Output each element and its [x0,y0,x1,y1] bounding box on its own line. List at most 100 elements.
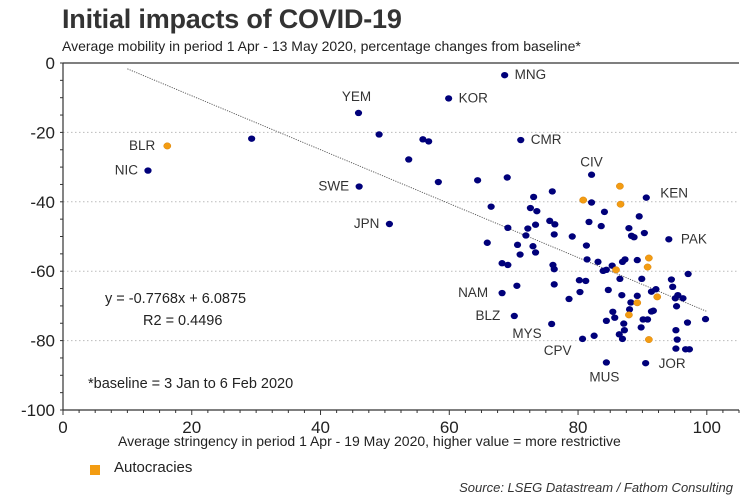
country-point [667,276,676,283]
country-point [684,270,692,278]
autocracy-point [645,336,653,344]
country-point [546,217,554,225]
country-point [683,319,692,326]
country-label: BLR [129,138,156,153]
country-point [516,251,524,258]
country-point [642,359,650,367]
country-label: JOR [659,356,686,371]
autocracy-point [633,299,642,307]
country-point [672,326,680,334]
y-tick-label: -100 [21,401,55,420]
y-tick-label: 0 [46,54,55,73]
country-label: MNG [515,67,547,82]
country-label: KOR [459,90,489,105]
country-point [616,275,624,283]
autocracy-point [616,182,624,190]
country-point [550,231,558,238]
country-label: CPV [544,343,572,358]
country-point [637,324,645,331]
country-point [551,221,559,228]
country-point [679,295,687,302]
country-point [604,286,612,294]
legend-swatch-autocracies [90,464,100,475]
country-point [590,332,598,339]
country-point [671,295,679,302]
country-point [354,109,363,117]
country-point [565,295,573,303]
country-point [701,315,710,323]
country-point [504,261,512,269]
country-point [585,218,593,226]
legend: Autocracies [90,459,192,476]
country-point [620,326,629,334]
country-point [513,241,522,249]
x-tick-label: 60 [440,418,459,437]
country-point [498,289,506,297]
country-point [587,171,596,178]
country-point [375,131,383,138]
country-point [487,203,495,210]
chart-subtitle: Average mobility in period 1 Apr - 13 Ma… [62,38,581,54]
country-point [144,167,152,174]
trend-equation: y = -0.7768x + 6.0875 [105,291,246,307]
country-point [531,221,540,228]
country-point [445,95,453,102]
baseline-note: *baseline = 3 Jan to 6 Feb 2020 [88,376,293,392]
country-point [685,346,694,353]
country-point [531,249,540,256]
country-point [672,303,681,310]
country-point [640,229,648,237]
country-point [642,194,650,201]
country-point [524,225,532,232]
country-point [550,281,558,288]
country-point [627,299,635,306]
country-point [513,282,521,289]
trend-line [127,68,707,312]
x-tick-label: 0 [58,418,67,437]
country-point [529,243,537,250]
country-point [578,335,587,343]
y-tick-label: -20 [30,123,55,142]
y-tick-label: -40 [30,193,55,212]
country-label: CMR [531,132,562,147]
country-point [504,224,512,232]
country-point [355,183,363,190]
x-tick-label: 80 [569,418,588,437]
country-point [649,307,657,314]
country-point [510,312,518,320]
country-label: KEN [660,186,688,201]
country-point [548,188,556,195]
autocracy-point [616,200,625,208]
country-point [576,288,584,296]
country-point [638,275,646,283]
country-point [652,286,660,293]
country-point [621,256,629,263]
country-point [673,336,681,343]
country-point [385,220,394,228]
country-point [672,345,680,352]
autocracy-point [612,266,620,274]
country-point [633,292,641,300]
country-point [474,177,482,184]
country-label: JPN [354,216,380,231]
country-point [582,242,591,249]
country-point [517,136,525,144]
country-point [583,256,591,263]
country-point [635,213,643,220]
y-tick-label: -60 [30,262,55,281]
country-point [526,204,535,212]
country-point [618,291,626,299]
legend-label: Autocracies [114,459,193,476]
country-point [405,156,413,163]
autocracy-point [579,196,588,204]
country-point [498,260,506,267]
country-label: CIV [580,155,603,170]
country-point [419,136,427,143]
country-label: BLZ [476,308,501,323]
country-point [568,233,576,240]
country-label: MUS [589,369,619,384]
country-point [611,314,619,321]
source-note: Source: LSEG Datastream / Fathom Consult… [459,480,733,495]
country-point [633,256,641,264]
country-point [594,258,602,266]
